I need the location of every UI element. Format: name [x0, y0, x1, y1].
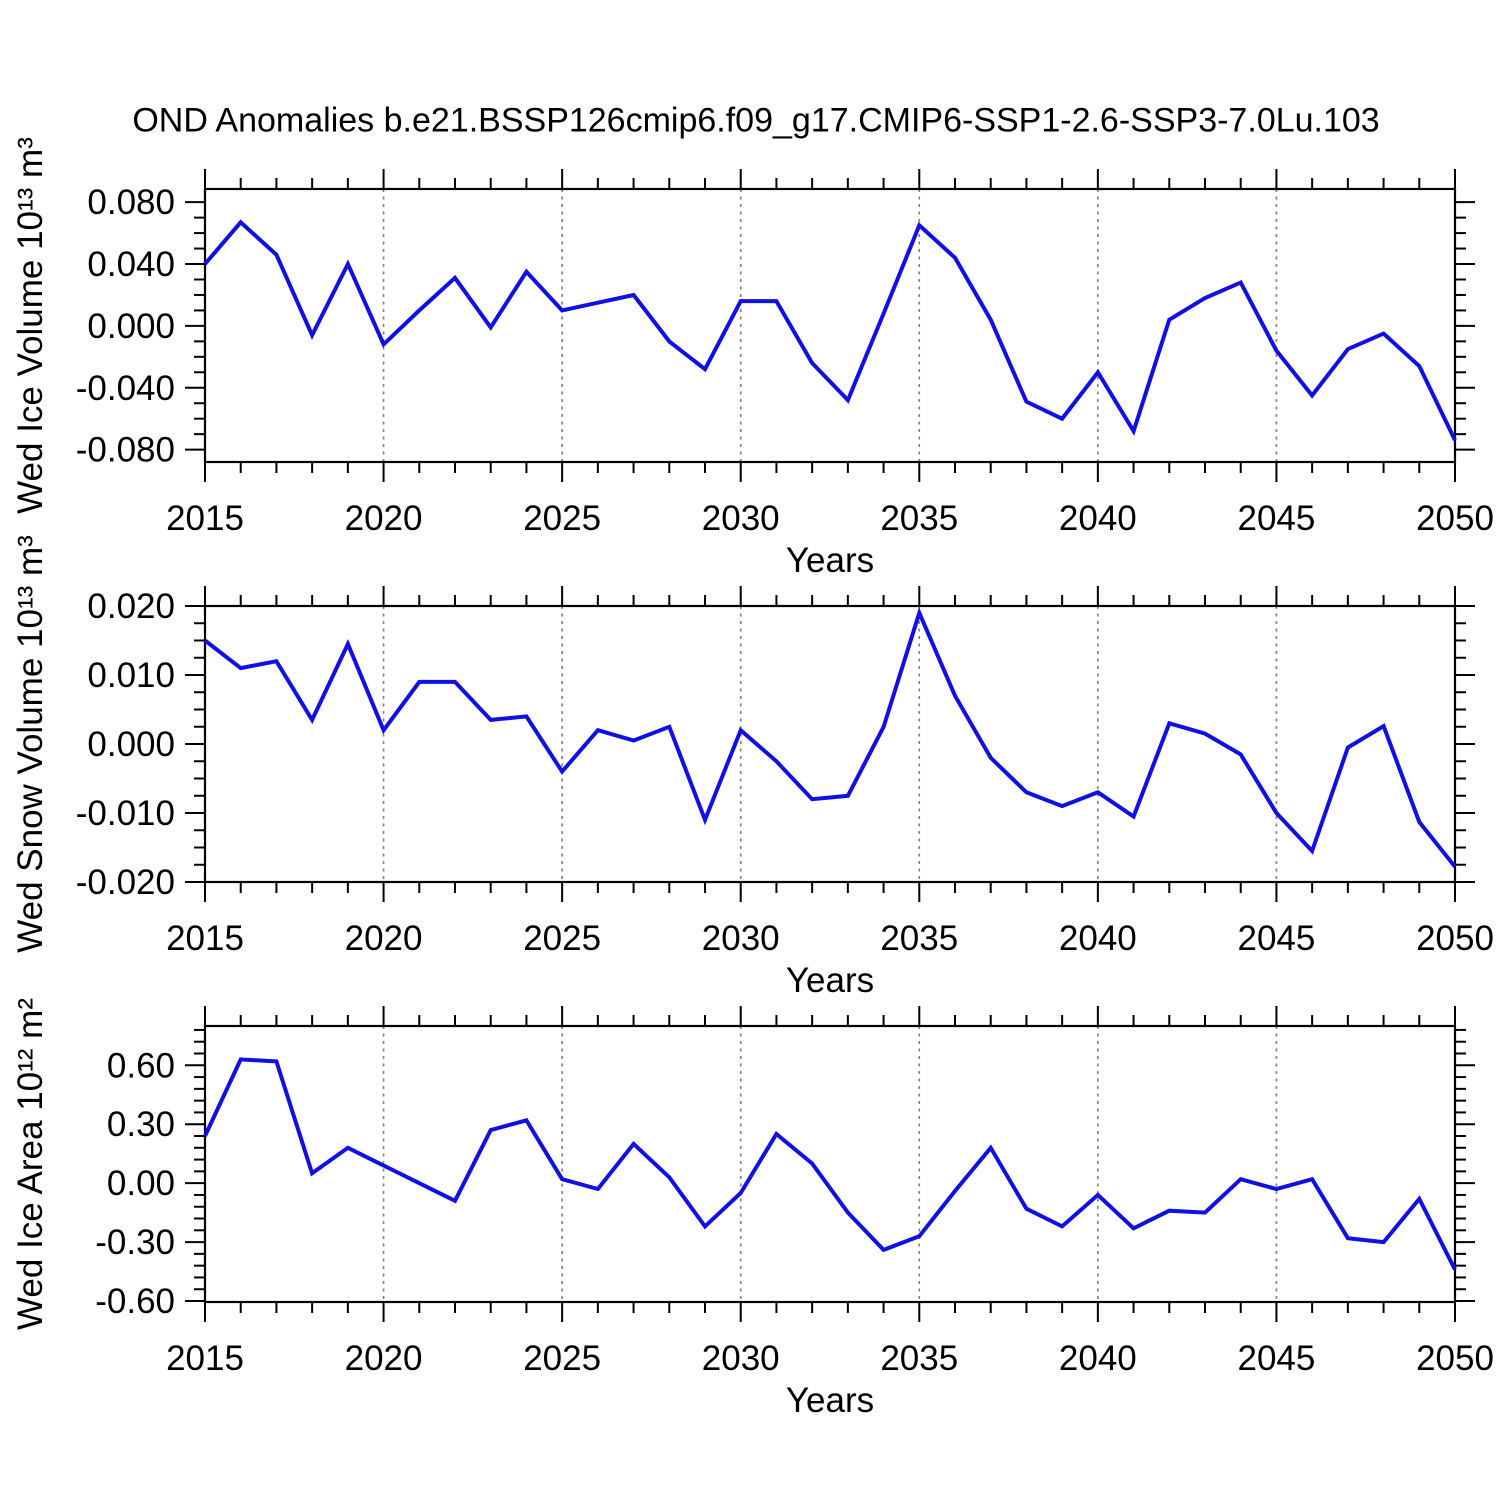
y-tick-label: 0.30 — [107, 1105, 175, 1144]
x-tick-label: 2025 — [523, 919, 601, 958]
x-tick-label: 2050 — [1416, 1339, 1494, 1378]
plot-border — [203, 187, 1457, 464]
x-tick-label: 2025 — [523, 499, 601, 538]
axis-ticks — [185, 1006, 1475, 1322]
y-axis-title: Wed Ice Area 10¹² m² — [11, 998, 50, 1330]
y-tick-label: 0.60 — [107, 1046, 175, 1085]
y-tick-label: 0.000 — [87, 725, 175, 764]
y-axis-title: Wed Ice Volume 10¹³ m³ — [11, 137, 50, 514]
x-tick-label: 2030 — [702, 499, 780, 538]
tick-labels: 0.020 0.010 0.000 -0.010 -0.020 2015 2020 2025 2… — [76, 587, 1494, 958]
grid-lines — [382, 1026, 1278, 1302]
x-tick-label: 2045 — [1237, 499, 1315, 538]
x-axis-title: Years — [786, 1381, 874, 1420]
x-tick-label: 2050 — [1416, 919, 1494, 958]
panel-wed-snow-volume: 0.020 0.010 0.000 -0.010 -0.020 2015 2020 2025 2… — [11, 535, 1494, 1000]
x-tick-label: 2025 — [523, 1339, 601, 1378]
x-tick-label: 2020 — [345, 919, 423, 958]
y-tick-label: -0.60 — [95, 1282, 175, 1321]
x-tick-label: 2020 — [345, 1339, 423, 1378]
x-tick-label: 2030 — [702, 919, 780, 958]
data-line — [203, 219, 1457, 442]
x-tick-label: 2035 — [880, 1339, 958, 1378]
axis-ticks — [185, 169, 1475, 482]
x-axis-title: Years — [786, 541, 874, 580]
data-line — [203, 1057, 1457, 1271]
tick-labels: 0.60 0.30 0.00 -0.30 -0.60 2015 2020 2025 2030 20… — [95, 1046, 1494, 1378]
x-tick-label: 2045 — [1237, 919, 1315, 958]
x-tick-label: 2020 — [345, 499, 423, 538]
panel-wed-ice-volume: 0.080 0.040 0.000 -0.040 -0.080 2015 2020 2025 2… — [11, 137, 1494, 580]
x-tick-label: 2015 — [166, 919, 244, 958]
x-tick-label: 2045 — [1237, 1339, 1315, 1378]
x-tick-label: 2050 — [1416, 499, 1494, 538]
y-tick-label: 0.080 — [87, 183, 175, 222]
plot-border — [203, 1024, 1457, 1304]
x-tick-label: 2030 — [702, 1339, 780, 1378]
tick-labels: 0.080 0.040 0.000 -0.040 -0.080 2015 2020 2025 2… — [76, 183, 1494, 538]
x-tick-label: 2040 — [1059, 919, 1137, 958]
x-tick-label: 2015 — [166, 499, 244, 538]
y-tick-label: 0.00 — [107, 1164, 175, 1203]
y-tick-label: -0.040 — [76, 369, 175, 408]
plot-border — [203, 604, 1457, 884]
axis-ticks — [185, 586, 1475, 902]
x-tick-label: 2015 — [166, 1339, 244, 1378]
panel-wed-ice-area: 0.60 0.30 0.00 -0.30 -0.60 2015 2020 2025 2030 20… — [11, 998, 1494, 1420]
y-axis-title: Wed Snow Volume 10¹³ m³ — [11, 535, 50, 953]
y-tick-label: 0.020 — [87, 587, 175, 626]
y-tick-label: -0.30 — [95, 1223, 175, 1262]
y-tick-label: -0.080 — [76, 431, 175, 470]
x-axis-title: Years — [786, 961, 874, 1000]
x-tick-label: 2035 — [880, 499, 958, 538]
x-tick-label: 2040 — [1059, 1339, 1137, 1378]
data-line — [203, 607, 1457, 869]
y-tick-label: 0.040 — [87, 245, 175, 284]
grid-lines — [382, 189, 1278, 462]
y-tick-label: 0.010 — [87, 656, 175, 695]
y-tick-label: -0.020 — [76, 863, 175, 902]
x-tick-label: 2040 — [1059, 499, 1137, 538]
y-tick-label: 0.000 — [87, 307, 175, 346]
figure-title: OND Anomalies b.e21.BSSP126cmip6.f09_g17… — [132, 101, 1380, 140]
grid-lines — [382, 606, 1278, 882]
x-tick-label: 2035 — [880, 919, 958, 958]
y-tick-label: -0.010 — [76, 794, 175, 833]
